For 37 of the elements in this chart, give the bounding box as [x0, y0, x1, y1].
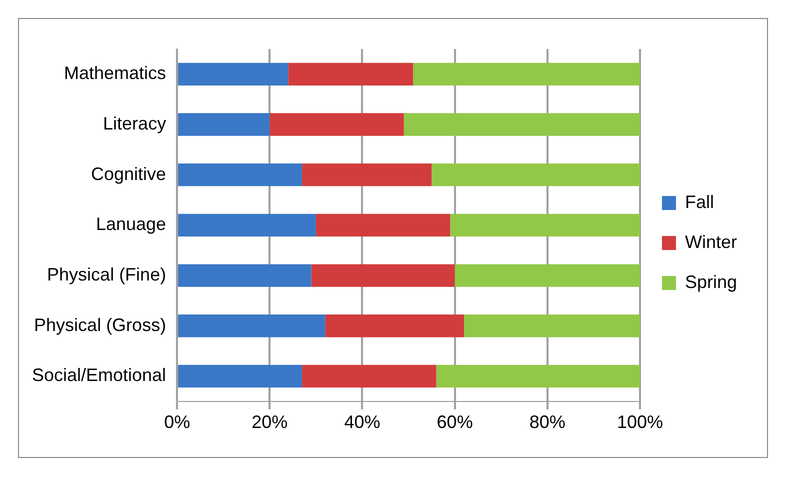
y-tick-label: Cognitive	[91, 164, 166, 184]
bar	[178, 62, 288, 86]
x-tick-label: 20%	[252, 412, 288, 432]
x-tick-label: 100%	[616, 412, 663, 432]
x-tick-label: 40%	[344, 412, 380, 432]
bar	[302, 164, 432, 186]
legend-label: Fall	[684, 192, 714, 212]
y-tick-label: Physical (Fine)	[47, 264, 166, 285]
bar	[302, 364, 436, 388]
bar	[178, 264, 312, 287]
bar	[325, 314, 464, 338]
bar	[178, 164, 302, 186]
bar	[178, 314, 326, 338]
bar	[178, 214, 316, 237]
bar	[288, 62, 414, 86]
y-tick-label: Lanuage	[96, 214, 166, 234]
bar	[436, 364, 640, 388]
y-tick-label: Mathematics	[64, 63, 166, 84]
y-tick-label: Literacy	[103, 113, 166, 134]
bar	[404, 113, 640, 136]
x-tick-label: 0%	[164, 412, 190, 432]
bar	[413, 62, 640, 86]
bar	[432, 164, 640, 186]
y-tick-label: Physical (Gross)	[34, 314, 166, 335]
y-tick-label: Social/Emotional	[32, 365, 166, 386]
bar	[450, 214, 640, 237]
bar	[454, 264, 640, 287]
bar	[178, 364, 302, 388]
bar	[464, 314, 640, 338]
bar	[316, 214, 450, 237]
bar	[178, 113, 270, 136]
x-tick-label: 80%	[529, 412, 566, 432]
legend-label: Winter	[684, 232, 737, 252]
legend-label: Spring	[684, 272, 737, 292]
x-tick-label: 60%	[436, 412, 473, 432]
bar	[270, 113, 404, 136]
bar	[311, 264, 455, 287]
